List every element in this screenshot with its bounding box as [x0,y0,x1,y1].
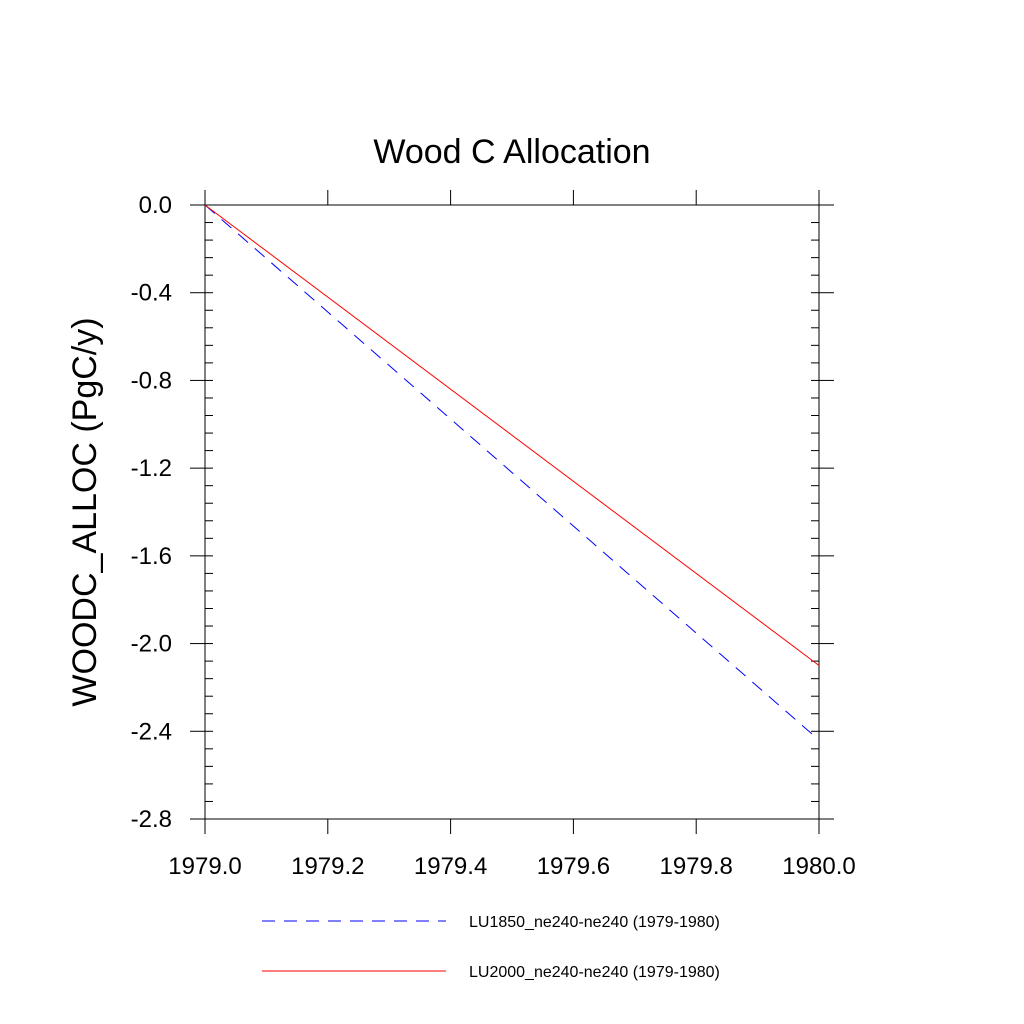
y-tick-label: -1.2 [131,455,172,482]
axis-ticks [190,190,834,834]
x-tick-label: 1979.0 [168,853,241,880]
y-tick-label: -0.4 [131,280,172,307]
legend-label-0: LU1850_ne240-ne240 (1979-1980) [469,914,720,931]
y-tick-label: -0.8 [131,367,172,394]
x-tick-label: 1979.6 [537,853,610,880]
x-tick-label: 1979.4 [414,853,487,880]
chart-title: Wood C Allocation [373,133,650,171]
series-lines [204,204,820,741]
y-tick-label: -2.8 [131,806,172,833]
y-tick-label: -2.4 [131,718,172,745]
legend: LU1850_ne240-ne240 (1979-1980) LU2000_ne2… [262,914,720,981]
y-tick-label: -2.0 [131,631,172,658]
x-tick-label: 1979.8 [659,853,732,880]
x-tick-label: 1980.0 [782,853,855,880]
tick-labels: 1979.0 1979.2 1979.4 1979.6 1979.8 1980.0 0.0 -… [131,192,856,880]
series-line-1 [204,204,820,666]
y-tick-label: 0.0 [139,192,172,219]
y-axis-label: WOODC_ALLOC (PgC/y) [66,317,104,706]
y-tick-label: -1.6 [131,543,172,570]
plot-area-frame [204,204,820,820]
x-tick-label: 1979.2 [291,853,364,880]
series-line-0 [204,204,820,741]
legend-label-1: LU2000_ne240-ne240 (1979-1980) [469,964,720,981]
